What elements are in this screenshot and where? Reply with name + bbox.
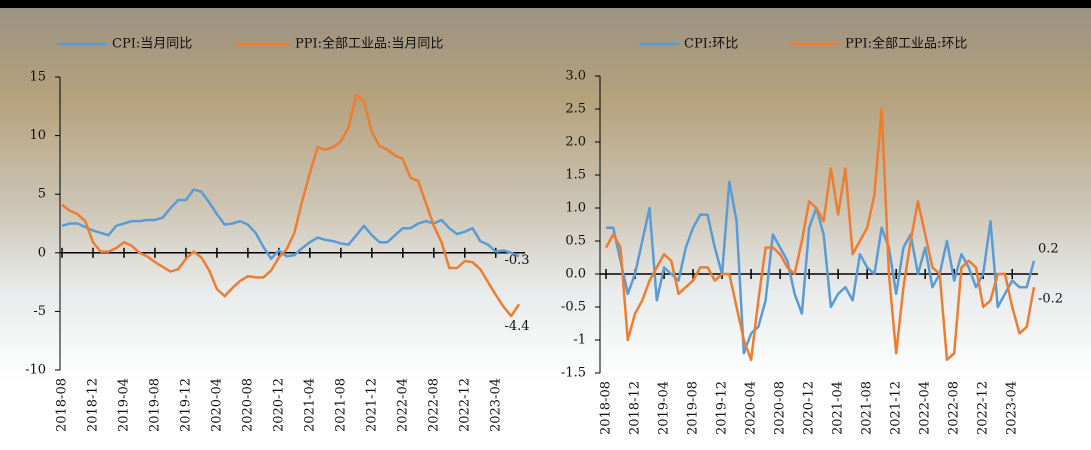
y-tick-label: 0 xyxy=(38,245,46,260)
y-tick-label: -10 xyxy=(25,363,46,378)
x-tick-label: 2019-04 xyxy=(116,378,131,432)
x-tick-label: 2019-08 xyxy=(147,378,162,432)
top-bar xyxy=(0,0,1091,8)
y-tick-label: -1.5 xyxy=(561,366,586,381)
x-tick-label: 2022-12 xyxy=(976,381,991,435)
data-label: -0.3 xyxy=(504,253,529,268)
x-tick-label: 2022-08 xyxy=(426,378,441,432)
x-tick-label: 2018-12 xyxy=(628,381,643,435)
x-tick-label: 2022-04 xyxy=(395,378,410,432)
y-tick-label: 3.0 xyxy=(565,69,586,84)
x-tick-label: 2019-08 xyxy=(686,381,701,435)
x-tick-label: 2022-12 xyxy=(457,378,472,432)
x-tick-label: 2021-12 xyxy=(364,378,379,432)
x-tick-label: 2021-08 xyxy=(860,381,875,435)
y-tick-label: 1.0 xyxy=(565,201,586,216)
x-tick-label: 2019-04 xyxy=(657,381,672,435)
data-label: -4.4 xyxy=(504,319,529,334)
x-tick-label: 2020-04 xyxy=(209,378,224,432)
y-tick-label: 5 xyxy=(38,187,46,202)
x-tick-label: 2018-08 xyxy=(55,378,70,432)
y-tick-label: 0.0 xyxy=(565,267,586,282)
y-tick-label: 0.5 xyxy=(565,234,586,249)
x-tick-label: 2019-12 xyxy=(715,381,730,435)
legend-label: CPI:当月同比 xyxy=(112,37,192,52)
x-tick-label: 2020-12 xyxy=(802,381,817,435)
legend-label: CPI:环比 xyxy=(684,37,738,52)
x-tick-label: 2019-12 xyxy=(178,378,193,432)
series-line xyxy=(604,107,1036,362)
data-label: -0.2 xyxy=(1038,292,1063,307)
legend-label: PPI:全部工业品:环比 xyxy=(845,36,967,52)
x-tick-label: 2022-04 xyxy=(918,381,933,435)
legend-label: PPI:全部工业品:当月同比 xyxy=(295,36,443,52)
y-tick-label: 10 xyxy=(29,128,46,143)
x-tick-label: 2020-04 xyxy=(744,381,759,435)
x-tick-label: 2023-04 xyxy=(488,378,503,432)
series-line xyxy=(61,93,521,318)
series-line xyxy=(61,188,520,260)
series-line xyxy=(606,180,1036,355)
x-tick-label: 2021-04 xyxy=(831,381,846,435)
y-tick-label: -1 xyxy=(573,333,586,348)
x-tick-label: 2021-04 xyxy=(302,378,317,432)
x-tick-label: 2023-04 xyxy=(1005,381,1020,435)
x-tick-label: 2020-08 xyxy=(240,378,255,432)
y-tick-label: 1.5 xyxy=(565,168,586,183)
y-tick-label: 2.0 xyxy=(565,135,586,150)
y-tick-label: 2.5 xyxy=(565,102,586,117)
x-tick-label: 2021-12 xyxy=(889,381,904,435)
x-tick-label: 2022-08 xyxy=(947,381,962,435)
x-tick-label: 2018-12 xyxy=(85,378,100,432)
y-tick-label: 15 xyxy=(29,70,46,85)
x-tick-label: 2018-08 xyxy=(599,381,614,435)
x-tick-label: 2021-08 xyxy=(333,378,348,432)
x-tick-label: 2020-08 xyxy=(773,381,788,435)
data-label: 0.2 xyxy=(1038,241,1059,256)
x-tick-label: 2020-12 xyxy=(271,378,286,432)
y-tick-label: -5 xyxy=(33,304,46,319)
y-tick-label: -0.5 xyxy=(561,300,586,315)
